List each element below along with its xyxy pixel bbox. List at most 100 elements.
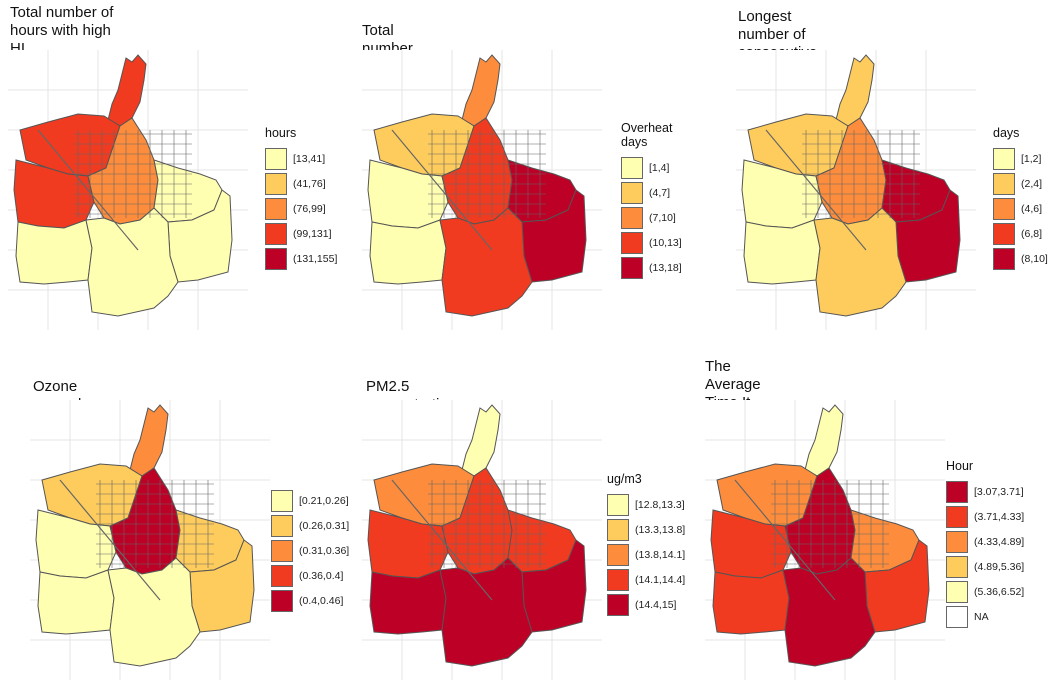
legend-swatch	[607, 543, 629, 566]
region-southeast	[864, 539, 930, 633]
legend-item: (10,13]	[621, 230, 682, 255]
region-south	[813, 207, 907, 317]
legend-swatch	[621, 256, 643, 279]
legend-item: (41,76]	[265, 171, 337, 196]
legend-swatch	[621, 206, 643, 229]
region-southeast	[521, 189, 587, 283]
legend-label: (0.36,0.4]	[299, 569, 344, 582]
legend-item: (4,6]	[993, 196, 1048, 221]
region-south	[439, 557, 533, 667]
legend-title: Hour	[946, 459, 974, 473]
legend-swatch	[946, 505, 968, 528]
choropleth-map	[362, 400, 602, 680]
legend-swatch	[993, 222, 1015, 245]
legend-item: (5.36,6.52]	[946, 579, 1024, 604]
legend-item: (6,8]	[993, 221, 1048, 246]
legend-swatch	[621, 181, 643, 204]
legend-swatch	[271, 589, 293, 612]
legend-item: (0.36,0.4]	[271, 563, 349, 588]
legend-title: days	[993, 126, 1020, 140]
legend-item: (7,10]	[621, 205, 682, 230]
region-south	[107, 557, 201, 667]
legend-label: (131,155]	[293, 252, 338, 265]
region-south	[85, 207, 179, 317]
region-southwest	[37, 569, 115, 635]
choropleth-map	[362, 50, 602, 330]
tract-boundaries	[391, 129, 546, 251]
legend-item: (131,155]	[265, 246, 337, 271]
region-southwest	[15, 219, 93, 285]
choropleth-map	[736, 50, 976, 330]
map-svg	[362, 50, 602, 330]
legend-swatch	[271, 539, 293, 562]
legend-item: (14.1,14.4]	[607, 567, 685, 592]
legend-swatch	[946, 530, 968, 553]
region-south	[439, 207, 533, 317]
tract-boundaries	[59, 479, 214, 601]
legend-item: (4,7]	[621, 180, 682, 205]
legend-label: (99,131]	[293, 227, 332, 240]
legend-swatch	[993, 172, 1015, 195]
legend-label: (5.36,6.52]	[974, 585, 1025, 598]
legend-label: [0.21,0.26]	[299, 494, 349, 507]
map-legend: [0.21,0.26] (0.26,0.31] (0.31,0.36] (0.36,0…	[271, 488, 349, 613]
region-southeast	[895, 189, 961, 283]
legend-title: Overheat days	[621, 121, 673, 149]
legend-item: (4.89,5.36]	[946, 554, 1024, 579]
legend-label: (13.3,13.8]	[635, 523, 686, 536]
legend-label: (4,6]	[1021, 202, 1043, 215]
legend-item: (8,10]	[993, 246, 1048, 271]
legend-label: (0.26,0.31]	[299, 519, 350, 532]
map-legend: Overheat days [1,4] (4,7] (7,10] (10,13] (13…	[621, 121, 682, 280]
legend-item: (14.4,15]	[607, 592, 685, 617]
legend-item: (76,99]	[265, 196, 337, 221]
tract-boundaries	[391, 479, 546, 601]
legend-label: (4,7]	[649, 186, 671, 199]
legend-swatch	[271, 514, 293, 537]
map-svg	[705, 400, 945, 680]
legend-item: (0.26,0.31]	[271, 513, 349, 538]
legend-label: [12.8,13.3]	[635, 498, 685, 511]
region-southwest	[369, 219, 447, 285]
map-legend: hours [13,41] (41,76] (76,99] (99,131] (131,…	[265, 126, 337, 271]
legend-item: NA	[946, 604, 1024, 629]
legend-label: (6,8]	[1021, 227, 1043, 240]
region-southeast	[167, 189, 233, 283]
legend-label: (14.1,14.4]	[635, 573, 686, 586]
map-svg	[362, 400, 602, 680]
map-svg	[736, 50, 976, 330]
legend-label: (41,76]	[293, 177, 326, 190]
legend-swatch	[265, 222, 287, 245]
legend-swatch	[621, 231, 643, 254]
region-southeast	[521, 539, 587, 633]
legend-label: (8,10]	[1021, 252, 1048, 265]
legend-swatch	[993, 247, 1015, 270]
legend-swatch	[946, 580, 968, 603]
legend-swatch	[265, 172, 287, 195]
legend-item: (13.3,13.8]	[607, 517, 685, 542]
legend-item: [0.21,0.26]	[271, 488, 349, 513]
region-south	[782, 557, 876, 667]
legend-item: [1,4]	[621, 155, 682, 180]
legend-label: (13,18]	[649, 261, 682, 274]
region-southeast	[189, 539, 255, 633]
legend-item: (0.31,0.36]	[271, 538, 349, 563]
legend-swatch	[607, 493, 629, 516]
legend-label: (0.31,0.36]	[299, 544, 350, 557]
legend-swatch	[271, 489, 293, 512]
region-southwest	[369, 569, 447, 635]
legend-item: [12.8,13.3]	[607, 492, 685, 517]
map-legend: Hour [3.07,3.71] (3.71,4.33] (4.33,4.89] (4…	[946, 459, 1024, 629]
tract-boundaries	[37, 129, 192, 251]
legend-swatch	[621, 156, 643, 179]
legend-swatch	[607, 568, 629, 591]
map-svg	[30, 400, 270, 680]
legend-swatch	[607, 593, 629, 616]
map-svg	[8, 50, 248, 330]
legend-swatch	[993, 197, 1015, 220]
legend-item: (99,131]	[265, 221, 337, 246]
legend-label: [1,4]	[649, 161, 670, 174]
legend-swatch	[265, 197, 287, 220]
legend-title: ug/m3	[607, 472, 642, 486]
region-southwest	[743, 219, 821, 285]
